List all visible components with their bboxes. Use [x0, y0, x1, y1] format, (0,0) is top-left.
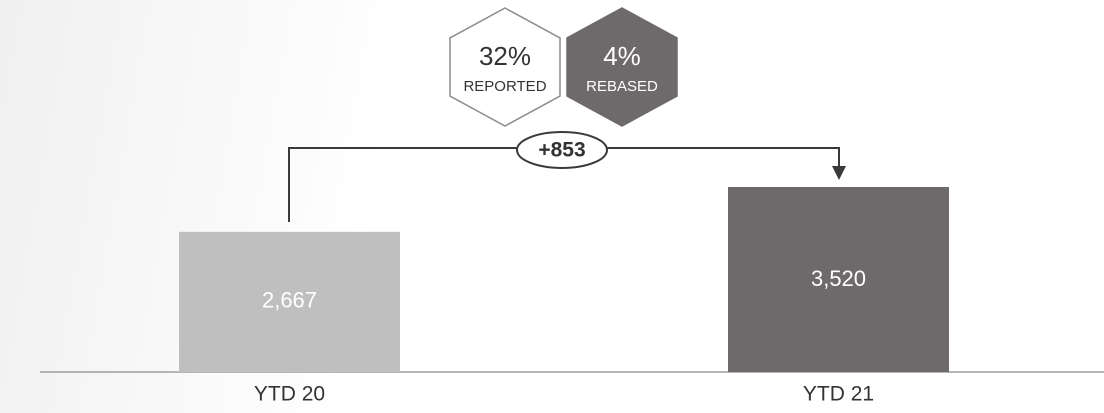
bar — [179, 231, 400, 372]
bar — [728, 187, 949, 372]
badge-value: 32% — [479, 41, 531, 71]
category-label: YTD 20 — [254, 383, 325, 406]
badge-hexagon — [449, 7, 561, 127]
category-label: YTD 21 — [803, 383, 874, 406]
badge-text: REPORTED — [463, 78, 546, 95]
value-label: 3,520 — [811, 266, 866, 291]
value-label: 2,667 — [262, 288, 317, 313]
arrow-head — [832, 166, 846, 180]
difference-bubble — [516, 131, 608, 169]
badge-hexagon — [566, 7, 678, 127]
badge-value: 4% — [603, 41, 641, 71]
difference-label: +853 — [538, 139, 585, 162]
badge-text: REBASED — [586, 78, 658, 95]
